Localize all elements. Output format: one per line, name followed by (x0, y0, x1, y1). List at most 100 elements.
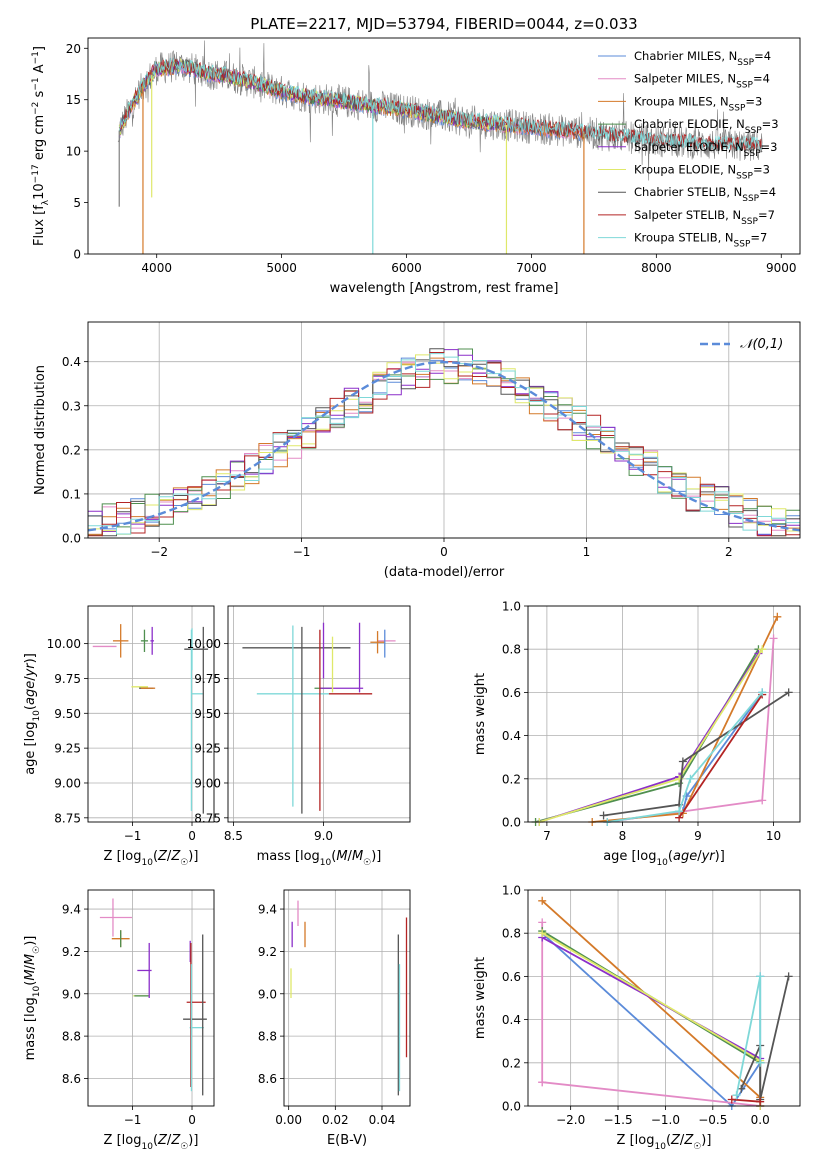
x-tick-label: 0.0 (751, 1113, 770, 1127)
label-part: Z [log (104, 849, 142, 864)
label-part: ( (153, 849, 158, 864)
x-tick-label: −0.5 (698, 1113, 727, 1127)
label-part: / (167, 849, 172, 864)
y-tick-label: 0.3 (62, 399, 81, 413)
axes-frame (527, 889, 801, 1107)
x-tick-label: 9.0 (314, 829, 333, 843)
y-tick-label: 9.00 (54, 776, 81, 790)
label-part: age (23, 681, 38, 705)
x-axis-label: Z [log10(Z/Z☉)] (104, 1133, 199, 1152)
label-part: ( (331, 849, 336, 864)
axes-frame (283, 889, 411, 1107)
weight-series-marker (756, 972, 765, 981)
weight-series-marker (727, 1095, 736, 1104)
y-tick-label: 0.1 (62, 487, 81, 501)
y-tick-label: 0.4 (62, 355, 81, 369)
x-axis-label: mass [log10(M/M☉)] (257, 849, 382, 868)
x-tick-label: 7000 (516, 261, 547, 275)
axes-frame (87, 889, 215, 1107)
y-tick-label: 0.0 (62, 532, 81, 546)
label-part: Z (170, 849, 181, 864)
y-tick-label: 9.2 (62, 945, 81, 959)
y-tick-label: 0.8 (502, 643, 521, 657)
y-tick-label: 9.2 (258, 945, 277, 959)
label-part: ( (153, 1133, 158, 1148)
label-part: SSP (734, 240, 751, 250)
y-tick-label: 9.75 (194, 672, 221, 686)
label-part: SSP (736, 172, 753, 182)
weight-series-marker (675, 807, 684, 816)
y-tick-label: 1.0 (502, 600, 521, 614)
y-axis-label: age [log10(age/yr)] (23, 653, 42, 775)
label-part: M (23, 954, 38, 965)
label-part: Z [log (617, 1133, 655, 1148)
label-part: −2 (31, 102, 41, 115)
x-tick-label: 0.00 (275, 1113, 302, 1127)
x-tick-label: 5000 (266, 261, 297, 275)
x-tick-label: 9 (694, 829, 702, 843)
axes-frame (527, 605, 801, 823)
weight-series-line (607, 691, 763, 823)
label-part: )] (715, 849, 725, 864)
label-part: 10 (141, 1142, 153, 1152)
x-tick-label: −1.5 (603, 1113, 632, 1127)
label-part: Salpeter ELODIE, N (634, 140, 744, 154)
histograms (88, 348, 800, 538)
label-part: / (167, 1133, 172, 1148)
label-part: ☉ (363, 858, 371, 868)
label-part: M (23, 969, 38, 980)
legend-label: Salpeter ELODIE, NSSP=3 (634, 140, 777, 159)
x-tick-label: 7 (543, 829, 551, 843)
y-axis-label: mass weight (473, 673, 488, 755)
mass-vs-ebv-panel: 0.00 0.02 0.04 8.6 8.8 9.0 9.2 9.4 E(B-V) (258, 889, 411, 1148)
label-part: Chabrier STELIB, N (634, 185, 742, 199)
errorbar-point (150, 626, 154, 655)
label-part: 10 (141, 858, 153, 868)
y-tick-label: 8.75 (194, 811, 221, 825)
label-part: M (336, 849, 347, 864)
weight-series-marker (784, 688, 793, 697)
label-part: 10 (32, 710, 42, 722)
y-tick-label: 0.2 (62, 443, 81, 457)
mass-vs-Z-panel: −1 08.68.89.09.29.4Z [log10(Z/Z☉)]mass [l… (23, 889, 215, 1152)
y-tick-label: 0.8 (502, 927, 521, 941)
label-part: SSP (741, 217, 758, 227)
label-part: Normed distribution (33, 365, 48, 495)
label-part: erg cm (32, 115, 47, 164)
y-tick-label: 0.2 (502, 772, 521, 786)
label-part: =7 (750, 231, 767, 245)
legend-label: Kroupa ELODIE, NSSP=3 (634, 163, 770, 182)
x-tick-label: 8000 (641, 261, 672, 275)
label-part: / (23, 676, 38, 681)
label-part: 10 (654, 1142, 666, 1152)
axes-frame (87, 321, 801, 539)
label-part: mass [log (23, 997, 38, 1060)
label-part: yr (23, 662, 38, 678)
label-part: / (23, 964, 38, 969)
y-tick-label: 8.8 (258, 1030, 277, 1044)
label-part: age [log (603, 849, 656, 864)
y-tick-label: 0.4 (502, 729, 521, 743)
label-part: / (348, 849, 353, 864)
label-part: mass weight (473, 957, 488, 1039)
plots: 4000 5000 6000 7000 8000 900005101520Chabrier… (23, 37, 801, 1152)
x-tick-label: 4000 (141, 261, 172, 275)
y-tick-label: 10.00 (47, 637, 81, 651)
legend-label: 𝒩(0,1) (740, 337, 783, 352)
normal-reference-curve (88, 360, 800, 532)
legend-label: Salpeter MILES, NSSP=4 (634, 72, 770, 91)
label-part: ( (666, 1133, 671, 1148)
label-part: age (673, 849, 697, 864)
label-part: ] (32, 46, 47, 51)
x-axis-label: Z [log10(Z/Z☉)] (104, 849, 199, 868)
label-part: )] (23, 936, 38, 946)
label-part: −1 (31, 51, 41, 64)
label-part: Salpeter MILES, N (634, 72, 736, 86)
y-tick-label: 9.25 (194, 742, 221, 756)
x-tick-label: 9000 (766, 261, 797, 275)
axes-frame (87, 605, 215, 823)
x-tick-label: 2 (725, 545, 733, 559)
y-tick-label: 0.6 (502, 970, 521, 984)
label-part: M (352, 849, 363, 864)
